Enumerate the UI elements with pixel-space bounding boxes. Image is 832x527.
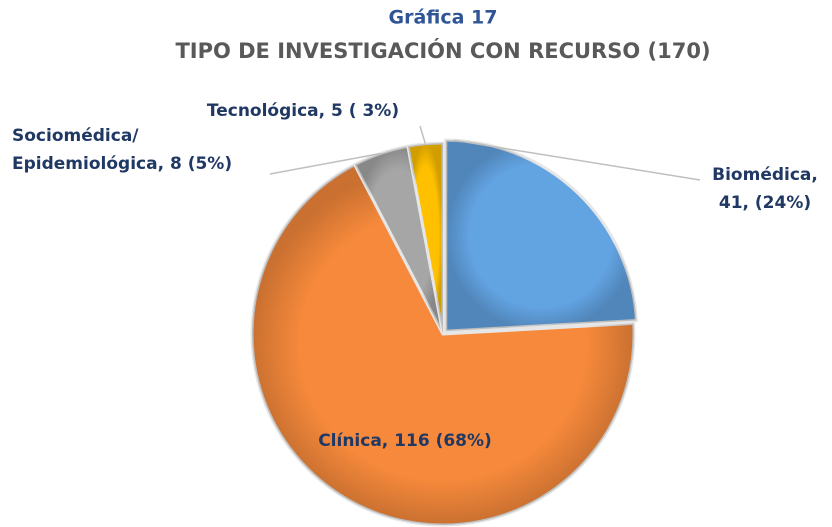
slice-shade bbox=[354, 146, 443, 334]
data-label: Clínica, 116 (68%) bbox=[318, 431, 492, 451]
leader-line bbox=[454, 139, 701, 181]
data-label: Epidemiológica, 8 (5%) bbox=[12, 154, 232, 174]
data-label: 41, (24%) bbox=[719, 193, 811, 213]
leader-line bbox=[419, 125, 427, 145]
slice-shade bbox=[252, 164, 634, 525]
data-label: Tecnológica, 5 ( 3%) bbox=[207, 101, 399, 121]
chart-subtitle: TIPO DE INVESTIGACIÓN CON RECURSO (170) bbox=[175, 38, 710, 63]
slice-shade bbox=[445, 140, 637, 332]
data-label: Biomédica, bbox=[712, 165, 818, 185]
data-label: Sociomédica/ bbox=[12, 126, 139, 146]
leader-line bbox=[269, 152, 381, 175]
slice-shade bbox=[407, 143, 443, 334]
chart-title: Gráfica 17 bbox=[388, 7, 497, 29]
